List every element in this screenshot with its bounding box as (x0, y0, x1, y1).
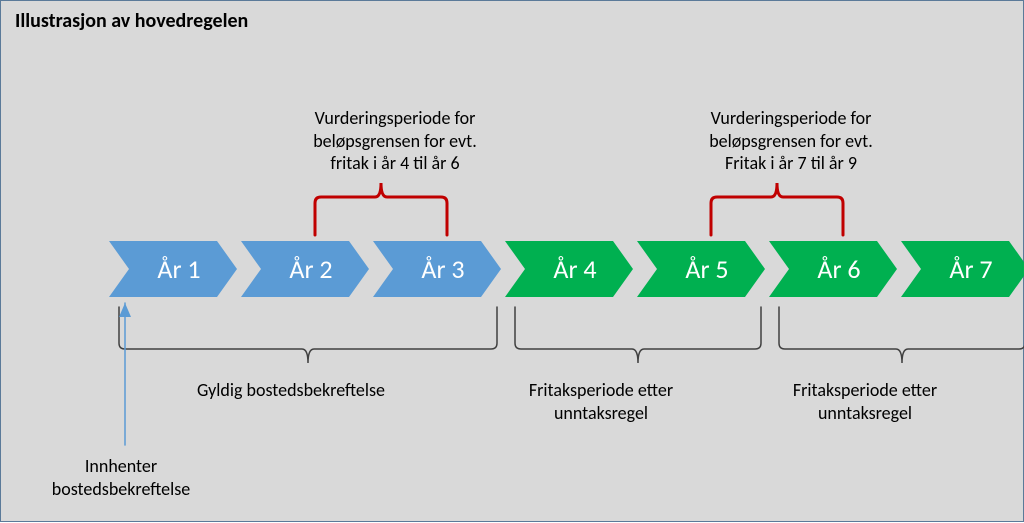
year-label: År 3 (409, 253, 464, 285)
diagram-title: Illustrasjon av hovedregelen (15, 9, 248, 33)
bottom-annotation: Gyldig bostedsbekreftelse (141, 379, 441, 402)
year-label: År 6 (805, 253, 860, 285)
year-chevron: År 3 (373, 241, 501, 297)
year-chevron: År 5 (637, 241, 765, 297)
year-chevron: År 2 (241, 241, 369, 297)
diagram-frame: Illustrasjon av hovedregelen År 1 År 2 År … (0, 0, 1024, 522)
bottom-annotation: Fritaksperiode etter unntaksregel (451, 379, 751, 424)
year-label: År 4 (541, 253, 596, 285)
year-label: År 2 (277, 253, 332, 285)
top-annotation: Vurderingsperiode for beløpsgrensen for … (641, 107, 941, 175)
bottom-annotation: Fritaksperiode etter unntaksregel (715, 379, 1015, 424)
year-chevron: År 7 (901, 241, 1024, 297)
year-label: År 7 (937, 253, 992, 285)
year-chevron: År 4 (505, 241, 633, 297)
year-label: År 1 (145, 253, 200, 285)
start-arrow-label: Innhenter bostedsbekreftelse (1, 455, 241, 500)
top-annotation: Vurderingsperiode for beløpsgrensen for … (245, 107, 545, 175)
year-chevron: År 6 (769, 241, 897, 297)
year-label: År 5 (673, 253, 728, 285)
year-chevron: År 1 (109, 241, 237, 297)
